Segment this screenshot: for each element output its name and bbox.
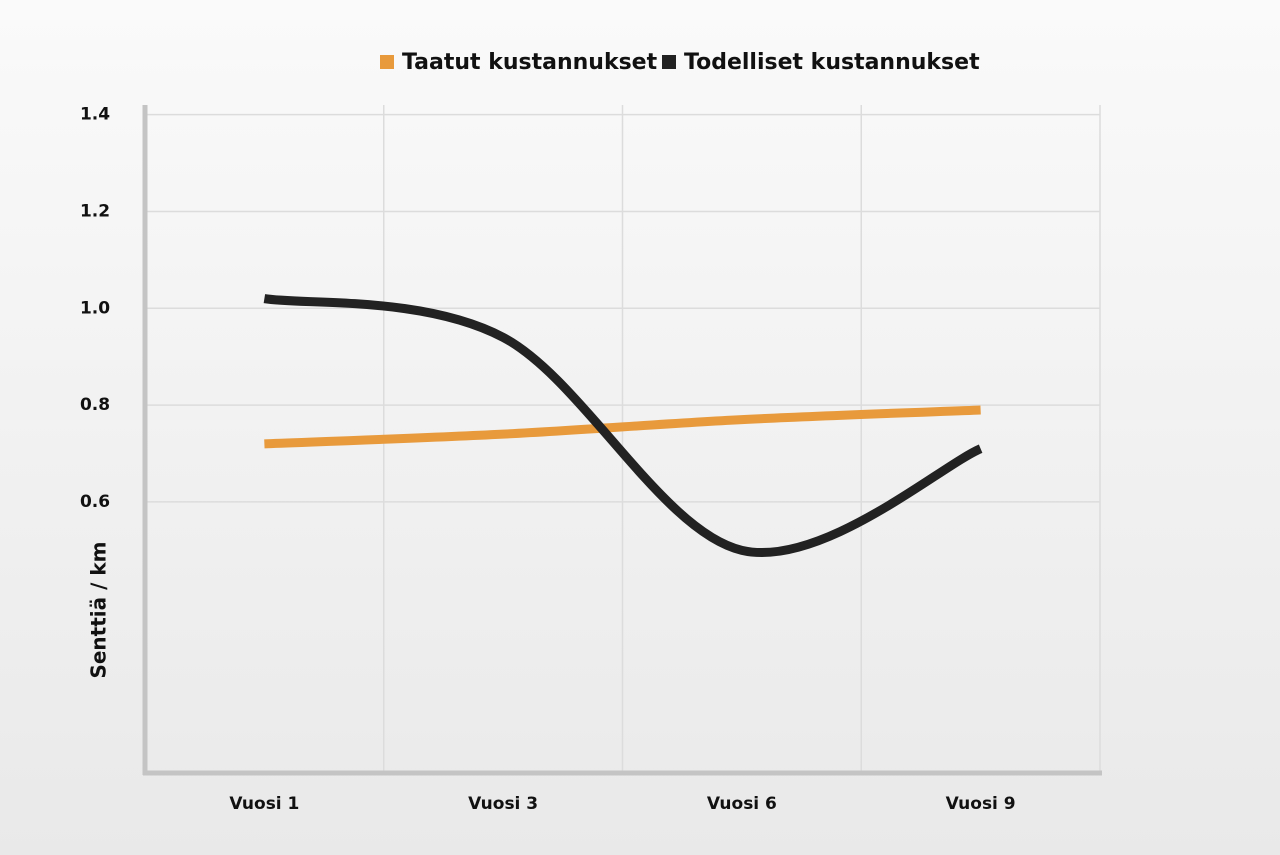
y-tick-label: 0.6 [80,492,110,512]
series-line [264,405,981,449]
y-tick-label: 1.0 [80,298,110,318]
x-tick-label: Vuosi 9 [946,794,1016,814]
legend-swatch [380,55,394,69]
y-tick-label: 1.4 [80,105,110,125]
series-line [263,294,983,557]
y-tick-label: 0.8 [80,395,110,415]
legend-label: Taatut kustannukset [402,50,658,75]
y-axis-label: Senttiä / km [87,541,111,678]
x-tick-label: Vuosi 1 [229,794,299,814]
x-tick-label: Vuosi 6 [707,794,777,814]
y-tick-label: 1.2 [80,201,110,221]
x-tick-label: Vuosi 3 [468,794,538,814]
legend-label: Todelliset kustannukset [684,50,980,75]
legend-swatch [662,55,676,69]
